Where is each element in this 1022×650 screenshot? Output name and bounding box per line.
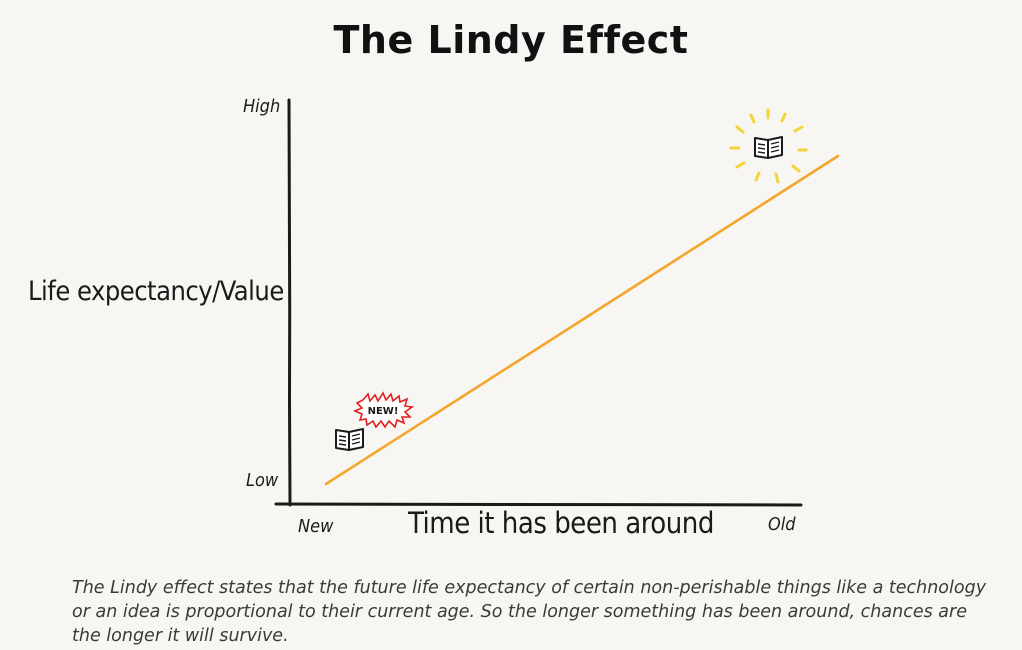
new-badge: NEW! [352, 391, 415, 429]
page-title: The Lindy Effect [333, 18, 689, 62]
open-book-icon [335, 428, 364, 451]
y-axis-line [287, 98, 292, 507]
y-axis-high-label: High [243, 96, 281, 117]
glow-rays [729, 108, 808, 184]
open-book-icon [754, 136, 783, 159]
new-badge-text: NEW! [368, 406, 399, 417]
x-axis-line [274, 502, 803, 507]
caption-text: The Lindy effect states that the future … [72, 578, 987, 646]
x-axis-label: Time it has been around [408, 506, 714, 540]
y-axis-label: Life expectancy/Value [28, 276, 284, 307]
trend-line [324, 154, 840, 486]
x-axis-start-label: New [298, 516, 334, 537]
y-axis-low-label: Low [246, 470, 279, 491]
x-axis-end-label: Old [768, 514, 796, 535]
